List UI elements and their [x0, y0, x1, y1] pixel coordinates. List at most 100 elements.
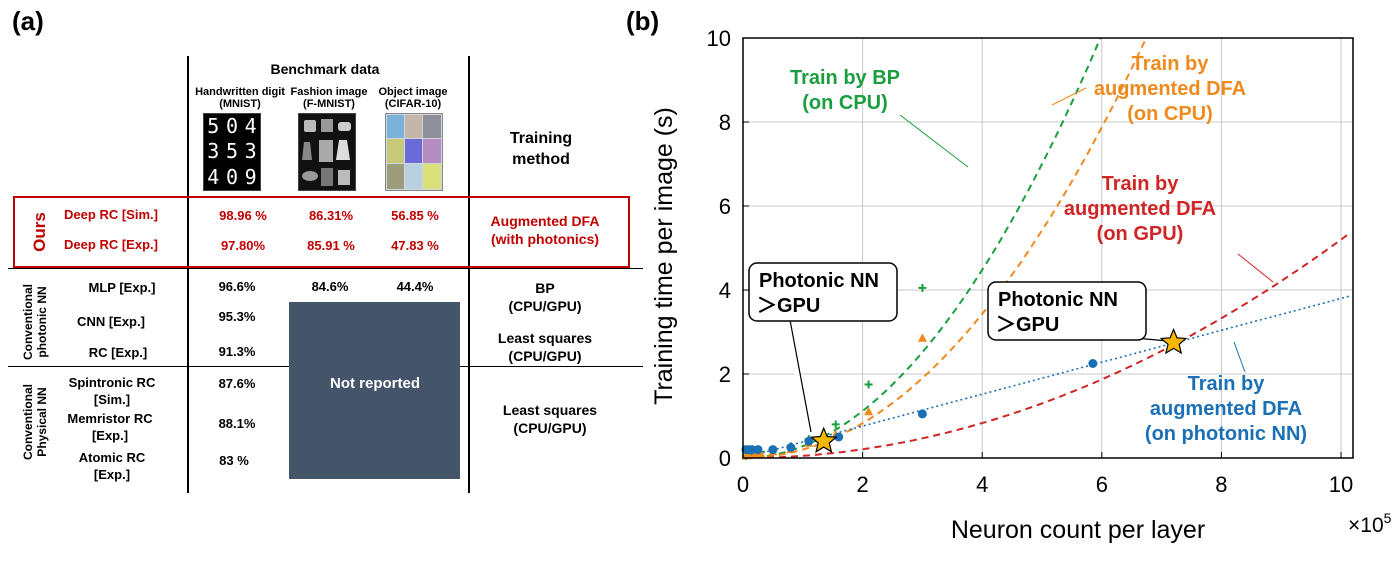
mnist-digit: 0 [225, 164, 239, 189]
ours-highlight-box [13, 196, 630, 268]
dataset-fmnist: Fashion image (F-MNIST) [290, 86, 368, 110]
callout-line1: Photonic NN [759, 270, 879, 292]
mnist-digit: 3 [207, 139, 220, 164]
mnist-digit: 5 [207, 114, 220, 138]
x-tick-label: 8 [1215, 472, 1227, 497]
data-point [756, 448, 766, 458]
mnist-digit: 0 [225, 114, 239, 138]
mnist-digit: 5 [225, 139, 239, 164]
x-tick-label: 0 [737, 472, 749, 497]
method-ls-physical: Least squares (CPU/GPU) [502, 402, 598, 436]
data-point [786, 443, 796, 452]
y-tick-label: 0 [719, 446, 731, 471]
data-point [918, 283, 927, 292]
x-tick-label: 6 [1096, 472, 1108, 497]
row-mnist: 98.96 % [219, 208, 267, 223]
training-method-header: Training method [509, 130, 573, 168]
annotation-leader [1051, 87, 1087, 106]
y-tick-label: 10 [707, 26, 731, 51]
row-name: CNN [Exp.] [77, 314, 145, 329]
y-tick-label: 8 [719, 110, 731, 135]
table-divider-left [187, 56, 189, 493]
data-point [864, 380, 873, 389]
row-fmnist: 85.91 % [307, 238, 355, 253]
row-mnist: 96.6% [218, 279, 256, 294]
row-mnist: 97.80% [220, 238, 266, 253]
row-name: Deep RC [Exp.] [64, 237, 158, 252]
series-fit-line [743, 38, 1148, 458]
cifar-thumbnail [385, 113, 443, 191]
row-mnist: 87.6% [218, 376, 256, 391]
annotation-leader [899, 114, 969, 168]
row-mnist: 91.3% [218, 344, 256, 359]
panel-a-label: (a) [12, 6, 44, 36]
row-cifar: 56.85 % [391, 208, 439, 223]
y-tick-label: 6 [719, 194, 731, 219]
x-multiplier: ×105 [1348, 510, 1392, 537]
callout-line2: ＞GPU [757, 295, 820, 317]
annotation-leader [1237, 253, 1274, 283]
table-divider-right [468, 56, 470, 493]
y-tick-label: 2 [719, 362, 731, 387]
fmnist-thumbnail [298, 113, 356, 191]
data-point [1088, 359, 1098, 368]
callout-tail [778, 319, 812, 433]
table-divider-row1 [8, 268, 643, 269]
x-axis-label: Neuron count per layer [951, 516, 1205, 544]
row-name: MLP [Exp.] [88, 280, 156, 295]
benchmark-header: Benchmark data [270, 61, 380, 77]
row-cifar: 44.4% [396, 279, 434, 294]
series-annotation: Train by BP (on CPU) [790, 67, 900, 114]
not-reported-label: Not reported [330, 375, 420, 392]
panel-b-label: (b) [626, 6, 659, 36]
y-tick-label: 4 [719, 278, 731, 303]
row-cifar: 47.83 % [391, 238, 439, 253]
data-point [917, 409, 927, 419]
row-fmnist: 84.6% [311, 279, 349, 294]
dataset-mnist: Handwritten digit (MNIST) [195, 86, 285, 110]
data-point [917, 333, 927, 342]
mnist-digit: 4 [244, 114, 257, 138]
row-name: Deep RC [Sim.] [64, 207, 158, 222]
series-annotation: Train by augmented DFA (on photonic NN) [1145, 373, 1307, 445]
method-ours: Augmented DFA (with photonics) [490, 213, 600, 247]
plot-frame [742, 37, 1354, 459]
method-bp: BP (CPU/GPU) [508, 280, 582, 314]
callout-line1: Photonic NN [998, 289, 1118, 311]
mnist-digit: 3 [244, 139, 257, 164]
series-annotation: Train by augmented DFA (on GPU) [1064, 173, 1216, 245]
series-fit-line [743, 232, 1351, 458]
data-point [864, 406, 874, 416]
data-point [834, 432, 844, 442]
data-point [768, 445, 778, 455]
series-annotation: Train by augmented DFA (on CPU) [1094, 53, 1246, 125]
row-name: RC [Exp.] [88, 345, 148, 360]
star-marker [809, 426, 838, 453]
row-mnist: 83 % [219, 453, 249, 468]
data-point [804, 436, 814, 446]
x-tick-label: 4 [976, 472, 988, 497]
mnist-digit: 4 [207, 164, 220, 189]
data-point [753, 445, 763, 455]
x-tick-label: 2 [856, 472, 868, 497]
dataset-cifar: Object image (CIFAR-10) [378, 86, 448, 110]
y-axis-label: Training time per image (s) [650, 107, 678, 405]
callout-box [987, 281, 1147, 341]
row-name: Atomic RC [Exp.] [78, 450, 146, 482]
row-name: Spintronic RC [Sim.] [68, 375, 156, 407]
mnist-digit: 9 [244, 164, 257, 189]
callout-line2: ＞GPU [996, 314, 1059, 336]
star-marker [1159, 327, 1188, 355]
row-mnist: 95.3% [218, 309, 256, 324]
row-name: Memristor RC [Exp.] [67, 411, 153, 443]
callout-box [748, 262, 898, 322]
row-mnist: 88.1% [218, 416, 256, 431]
not-reported-box [289, 302, 460, 479]
data-point [831, 420, 840, 429]
annotation-leader [1233, 341, 1246, 373]
method-ls-photonic: Least squares (CPU/GPU) [497, 330, 593, 364]
x-tick-label: 10 [1329, 472, 1353, 497]
row-fmnist: 86.31% [308, 208, 354, 223]
